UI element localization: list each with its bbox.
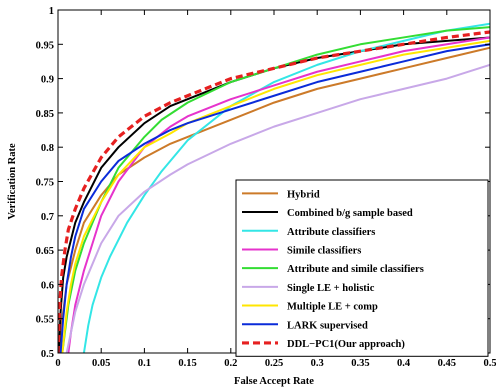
series-line-0 xyxy=(58,46,490,353)
y-tick-label: 0.95 xyxy=(36,40,54,51)
x-tick-label: 0.1 xyxy=(138,358,151,369)
legend: Hybrid Combined b/g sample based Attribute… xyxy=(235,179,489,357)
x-tick-label: 0.5 xyxy=(483,358,496,369)
series-line-3 xyxy=(67,36,490,353)
series-line-6 xyxy=(61,39,490,353)
legend-entry: DDL−PC1(Our approach) xyxy=(287,339,405,350)
y-tick-label: 0.65 xyxy=(36,246,54,257)
y-tick-label: 0.6 xyxy=(41,280,54,291)
x-tick-label: 0.4 xyxy=(397,358,411,369)
y-tick-label: 0.8 xyxy=(41,143,54,154)
legend-entry: LARK supervised xyxy=(287,320,368,331)
x-tick-label: 0.15 xyxy=(178,358,196,369)
y-tick-label: 0.9 xyxy=(41,75,54,86)
x-axis-label: False Accept Rate xyxy=(234,376,314,387)
y-tick-label: 0.5 xyxy=(41,349,54,360)
y-tick-label: 0.75 xyxy=(36,178,54,189)
series-line-8 xyxy=(58,30,490,353)
x-tick-label: 0.45 xyxy=(438,358,456,369)
x-tick-label: 0.05 xyxy=(92,358,110,369)
x-tick-label: 0.3 xyxy=(311,358,324,369)
series-line-2 xyxy=(82,22,490,353)
y-tick-label: 0.85 xyxy=(36,109,54,120)
y-tick-label: 0.55 xyxy=(36,315,54,326)
legend-entry: Single LE + holistic xyxy=(287,283,375,294)
y-tick-label: 0.7 xyxy=(41,212,54,223)
x-tick-label: 0 xyxy=(55,358,60,369)
tick-labels-layer: 0 0.05 0.1 0.15 0.2 0.25 0.3 0.35 0.4 0.45 0.5 0.5 0… xyxy=(36,6,496,369)
curves-layer xyxy=(58,22,490,353)
x-tick-label: 0.2 xyxy=(224,358,237,369)
y-axis-label: Verification Rate xyxy=(7,143,18,220)
x-tick-label: 0.25 xyxy=(265,358,283,369)
y-tick-label: 1 xyxy=(49,6,54,17)
legend-entry: Combined b/g sample based xyxy=(287,208,413,219)
series-line-7 xyxy=(59,43,490,353)
legend-entry: Hybrid xyxy=(287,189,320,200)
legend-entry: Attribute and simile classifiers xyxy=(287,264,424,275)
x-tick-label: 0.35 xyxy=(351,358,369,369)
series-line-5 xyxy=(65,63,490,353)
legend-entry: Attribute classifiers xyxy=(287,227,375,238)
legend-entry: Simile classifiers xyxy=(287,245,361,256)
legend-entry: Multiple LE + comp xyxy=(287,302,378,313)
series-line-4 xyxy=(61,26,490,353)
